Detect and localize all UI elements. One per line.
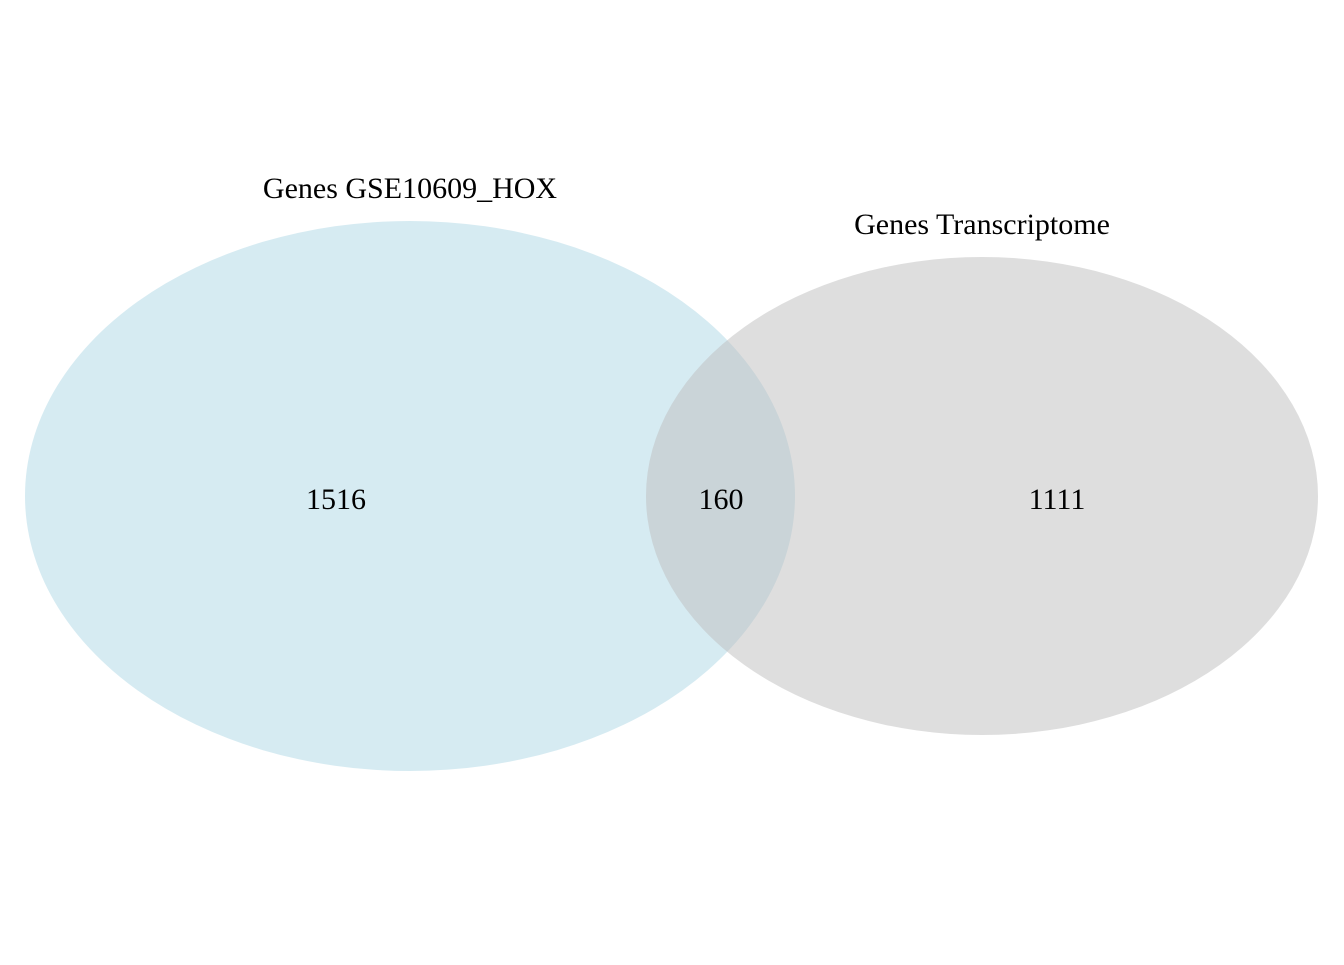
- set-gse10609-hox-label: Genes GSE10609_HOX: [263, 172, 557, 205]
- set-gse10609-hox-only-count: 1516: [306, 483, 366, 516]
- set-gse10609-hox-ellipse: [25, 221, 795, 771]
- set-transcriptome-only-count: 1111: [1029, 483, 1086, 516]
- set-transcriptome-label: Genes Transcriptome: [854, 208, 1110, 241]
- set-transcriptome-ellipse: [646, 257, 1318, 735]
- intersection-count: 160: [699, 483, 744, 516]
